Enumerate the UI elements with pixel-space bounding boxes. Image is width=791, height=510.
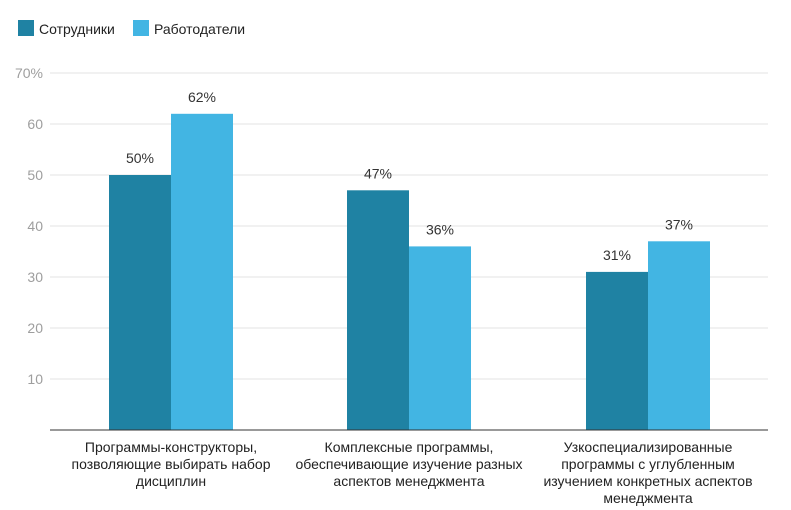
bar-employees-3: [586, 271, 648, 430]
bar-employees-1: [109, 175, 171, 430]
data-label: 37%: [665, 216, 693, 232]
y-tick-label: 50: [27, 167, 43, 183]
bar-employers-1: [171, 113, 233, 431]
y-tick-label: 70%: [15, 65, 43, 81]
x-tick-label-2: Комплексные программы, обеспечивающие из…: [295, 439, 523, 489]
data-label: 47%: [364, 165, 392, 181]
y-tick-label: 10: [27, 371, 43, 387]
bar-employers-3: [648, 241, 710, 430]
data-label: 31%: [603, 247, 631, 263]
legend-swatch-2: [133, 20, 149, 36]
y-tick-label: 40: [27, 218, 43, 234]
bars: [109, 113, 710, 431]
bar-employers-2: [409, 246, 471, 430]
legend-label-1: Сотрудники: [39, 21, 115, 37]
legend: Сотрудники Работодатели: [18, 20, 245, 37]
y-tick-label: 20: [27, 320, 43, 336]
data-label: 62%: [188, 89, 216, 105]
x-tick-label-3: Узкоспециализированные программы с углуб…: [543, 439, 753, 506]
legend-swatch-1: [18, 20, 34, 36]
y-tick-label: 30: [27, 269, 43, 285]
data-labels: 50% 62% 47% 36% 31% 37%: [126, 89, 693, 263]
x-tick-label-1: Программы-конструкторы, позволяющие выби…: [71, 439, 271, 489]
y-axis: 10 20 30 40 50 60 70%: [15, 65, 43, 387]
data-label: 36%: [426, 221, 454, 237]
y-tick-label: 60: [27, 116, 43, 132]
legend-label-2: Работодатели: [154, 21, 245, 37]
data-label: 50%: [126, 150, 154, 166]
bar-employees-2: [347, 190, 409, 430]
